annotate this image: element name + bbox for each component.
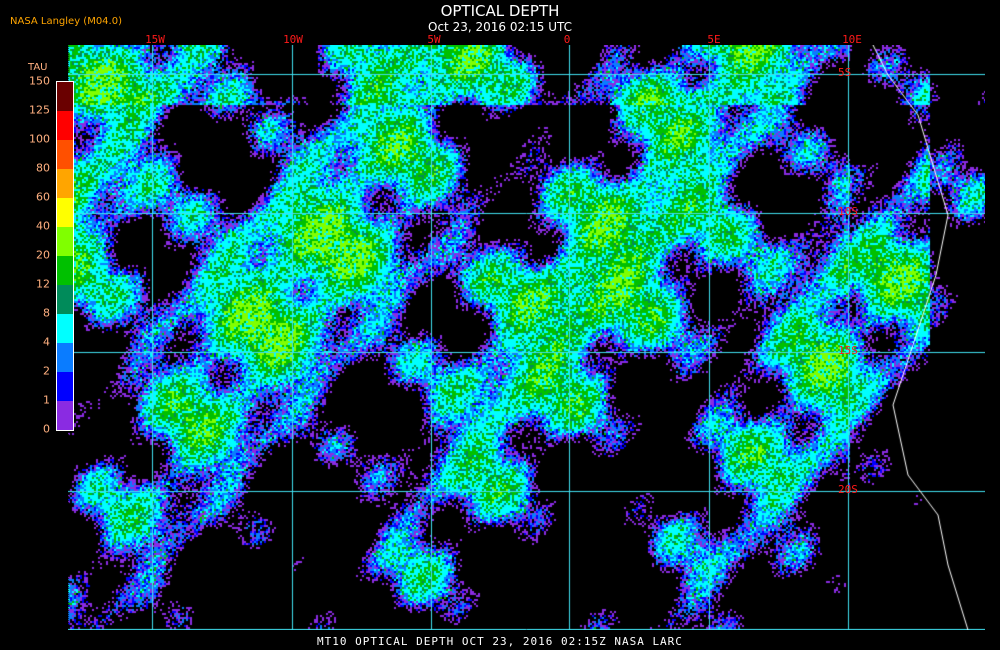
colorbar-label: 80: [36, 161, 50, 175]
longitude-label: 5E: [707, 33, 721, 46]
page-title: OPTICAL DEPTH: [440, 2, 560, 20]
colorbar-label: 125: [29, 103, 50, 117]
latitude-label: 20S: [838, 483, 858, 496]
colorbar-swatch: [57, 140, 73, 169]
colorbar-label: 4: [43, 335, 50, 349]
longitude-label: 15W: [145, 33, 165, 46]
colorbar-label: 150: [29, 74, 50, 88]
colorbar-label: 8: [43, 306, 50, 320]
colorbar-swatch: [57, 372, 73, 401]
credit-label: NASA Langley (M04.0): [10, 16, 122, 27]
colorbar: [56, 81, 74, 431]
colorbar-label: 12: [36, 277, 50, 291]
footer-caption: MT10 OPTICAL DEPTH OCT 23, 2016 02:15Z N…: [317, 635, 683, 648]
colorbar-swatch: [57, 198, 73, 227]
colorbar-swatch: [57, 256, 73, 285]
latitude-label: 10S: [838, 205, 858, 218]
colorbar-label: 2: [43, 364, 50, 378]
colorbar-swatch: [57, 285, 73, 314]
colorbar-swatch: [57, 401, 73, 430]
latitude-label: 15S: [838, 344, 858, 357]
colorbar-label: 40: [36, 219, 50, 233]
colorbar-label: 60: [36, 190, 50, 204]
colorbar-label: 1: [43, 393, 50, 407]
longitude-label: 10W: [283, 33, 303, 46]
colorbar-title: TAU: [28, 62, 48, 73]
colorbar-label: 20: [36, 248, 50, 262]
colorbar-swatch: [57, 82, 73, 111]
longitude-label: 10E: [842, 33, 862, 46]
colorbar-label: 100: [29, 132, 50, 146]
colorbar-swatch: [57, 343, 73, 372]
colorbar-swatch: [57, 227, 73, 256]
latitude-label: 5S: [838, 66, 852, 79]
longitude-label: 0: [563, 33, 571, 46]
colorbar-label: 0: [43, 422, 50, 436]
colorbar-swatch: [57, 111, 73, 140]
colorbar-swatch: [57, 169, 73, 198]
optical-depth-map: [68, 45, 985, 630]
timestamp: Oct 23, 2016 02:15 UTC: [428, 20, 572, 34]
longitude-label: 5W: [427, 33, 441, 46]
colorbar-swatch: [57, 314, 73, 343]
